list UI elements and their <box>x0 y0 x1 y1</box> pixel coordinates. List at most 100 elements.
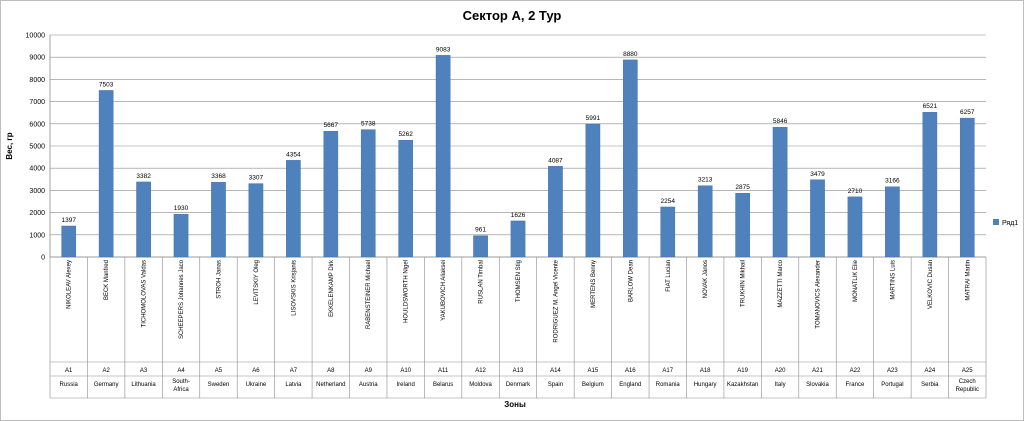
category-name-label: NOVAK János <box>703 260 709 298</box>
country-label: Germany <box>94 382 119 388</box>
country-label: Belarus <box>433 382 453 388</box>
bar-A23 <box>885 186 900 258</box>
bar-A9 <box>360 129 376 258</box>
bar-A18 <box>697 185 713 258</box>
data-label: 5738 <box>361 121 376 128</box>
data-label: 7503 <box>99 81 114 88</box>
bar-A22 <box>847 196 863 258</box>
data-label: 1930 <box>174 205 189 212</box>
zone-label: A14 <box>550 368 561 374</box>
zone-label: A15 <box>588 368 599 374</box>
zone-label: A12 <box>475 368 486 374</box>
y-tick-label: 10000 <box>26 33 46 40</box>
data-label: 4354 <box>286 151 301 158</box>
x-axis-title: Зоны <box>504 400 526 409</box>
category-name-label: STROH Janas <box>216 260 222 299</box>
zone-label: A11 <box>438 368 449 374</box>
legend-label: Ряд1 <box>1002 220 1018 227</box>
data-label: 1626 <box>511 212 526 219</box>
bar-A2 <box>98 90 114 258</box>
category-name-label: TRUKHIN Mikhail <box>741 260 747 307</box>
bar-A4 <box>173 213 189 258</box>
zone-label: A25 <box>962 368 973 374</box>
zone-label: A7 <box>290 368 298 374</box>
data-label: 6257 <box>960 109 975 116</box>
data-label: 3213 <box>698 177 713 184</box>
country-label: Slovakia <box>806 382 829 388</box>
bar-A12 <box>473 235 488 258</box>
bar-A1 <box>61 225 77 258</box>
zone-label: A8 <box>327 368 335 374</box>
zone-label: A24 <box>924 368 935 374</box>
country-label: Hungary <box>694 382 717 388</box>
data-label: 8880 <box>623 51 638 58</box>
zone-label: A20 <box>775 368 786 374</box>
zone-label: A19 <box>737 368 748 374</box>
gridlines <box>49 34 987 399</box>
category-name-label: MAZZETTI Marco <box>778 259 784 307</box>
category-name-label: BECK Manfred <box>104 260 110 300</box>
category-name-label: MERTENS Benny <box>591 260 597 308</box>
labels: 0 1000 2000 3000 4000 5000 6000 7000 8000 9000 100… <box>26 33 979 394</box>
zone-label: A22 <box>850 368 861 374</box>
y-tick-label: 2000 <box>29 210 45 217</box>
data-label: 3166 <box>885 178 900 185</box>
bar-A19 <box>735 192 750 258</box>
data-label: 3307 <box>249 175 264 182</box>
country-label: Kazakhstan <box>727 382 758 388</box>
zone-label: A9 <box>365 368 373 374</box>
zone-label: A16 <box>625 368 636 374</box>
data-label: 9083 <box>436 46 451 53</box>
category-name-label: NIKOLEAV Alexey <box>67 260 73 309</box>
category-name-label: YAKUBOVICH Aliaksei <box>441 260 447 321</box>
y-tick-label: 6000 <box>29 121 45 128</box>
country-label: Ukraine <box>246 382 267 388</box>
country-label: Russia <box>60 382 79 388</box>
y-tick-label: 5000 <box>29 144 45 151</box>
chart-title: Сектор А, 2 Тур <box>463 8 562 23</box>
category-name-label: MATRAI Martin <box>965 260 971 301</box>
zone-label: A2 <box>102 368 110 374</box>
bar-A5 <box>211 182 226 258</box>
zone-label: A3 <box>140 368 148 374</box>
country-label: South-Africa <box>172 379 190 393</box>
bar-A24 <box>922 112 938 258</box>
country-label: Moldova <box>469 382 492 388</box>
bar-A3 <box>136 181 151 258</box>
data-label: 2710 <box>848 188 863 195</box>
country-label: Netherland <box>316 382 345 388</box>
country-label: Romania <box>656 382 681 388</box>
category-name-label: FIAT Lucian <box>666 260 672 292</box>
bar-A25 <box>959 117 975 258</box>
country-label: Italy <box>775 382 786 388</box>
bar-A7 <box>286 160 301 258</box>
country-label: Belgium <box>582 382 604 388</box>
category-name-label: RUSLAN Timbal <box>479 260 485 304</box>
category-name-label: MONATLIK Elie <box>853 259 859 302</box>
category-name-label: BARLOW Dean <box>628 260 634 302</box>
country-label: Austria <box>359 382 378 388</box>
y-tick-label: 1000 <box>29 232 45 239</box>
data-label: 5667 <box>324 122 339 129</box>
country-label: Denmark <box>506 382 531 388</box>
zone-label: A1 <box>65 368 73 374</box>
y-tick-label: 0 <box>41 255 45 262</box>
bar-A8 <box>323 130 339 258</box>
bar-A14 <box>548 166 563 258</box>
data-label: 3368 <box>211 173 226 180</box>
category-name-label: TOMANOVICS Alexander <box>816 260 822 329</box>
zone-label: A23 <box>887 368 898 374</box>
legend: Ряд1 <box>993 219 1018 227</box>
category-name-label: HOULDSWORTH Nigel <box>404 260 410 323</box>
bar-A6 <box>248 183 264 258</box>
zone-label: A6 <box>252 368 260 374</box>
data-label: 2875 <box>735 184 750 191</box>
bar-A15 <box>585 123 601 258</box>
y-tick-label: 8000 <box>29 77 45 84</box>
zone-label: A21 <box>812 368 823 374</box>
data-label: 5262 <box>398 131 413 138</box>
country-label: Latvia <box>285 382 302 388</box>
bar-A10 <box>398 139 413 258</box>
bar-A16 <box>623 59 638 258</box>
